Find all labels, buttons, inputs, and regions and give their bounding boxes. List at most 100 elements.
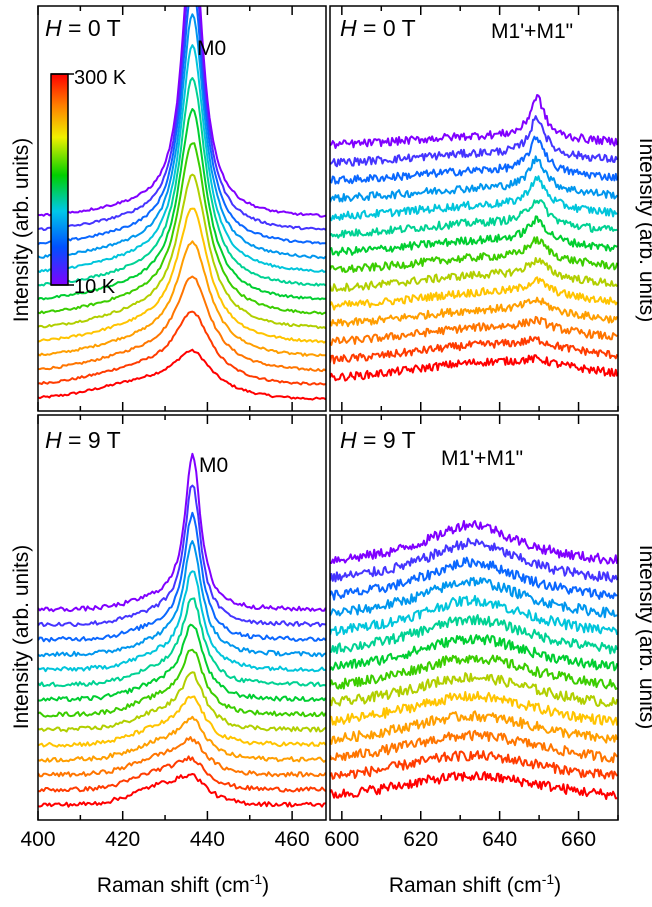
spectrum-line — [330, 335, 618, 365]
spectrum-line — [38, 6, 326, 246]
spectrum-line — [330, 276, 618, 311]
field-italic: H — [340, 427, 357, 453]
axes-frame — [37, 5, 327, 412]
colorbar-gradient — [50, 73, 69, 286]
spectrum-line — [38, 275, 326, 373]
spectrum-line — [330, 614, 618, 655]
xlabel-left-end: ) — [262, 874, 269, 897]
xlabel-left-sup: -1 — [250, 871, 263, 887]
axes-frame — [329, 414, 619, 821]
field-value: = 0 T — [62, 15, 121, 41]
spectrum-line — [330, 537, 618, 583]
spectrum-line — [330, 257, 618, 292]
spectrum-line — [38, 44, 326, 273]
spectrum-line — [38, 142, 326, 316]
series-group — [330, 520, 618, 800]
xlabel-right-end: ) — [554, 874, 561, 897]
spectrum-line — [330, 135, 618, 185]
spectrum-line — [38, 310, 326, 386]
spectrum-line — [330, 576, 618, 619]
temperature-colorbar: 300 K 10 K — [50, 67, 127, 298]
axes-frame — [37, 414, 327, 821]
spectrum-line — [38, 108, 326, 301]
xlabel-right-main: Raman shift (cm — [389, 874, 542, 897]
spectrum-line — [330, 236, 618, 274]
ylabel-top-right: Intensity (arb. units) — [635, 138, 652, 322]
spectrum-line — [38, 511, 326, 643]
spectrum-line — [330, 155, 618, 203]
field-value: = 0 T — [357, 15, 416, 41]
spectrum-line — [38, 77, 326, 287]
colorbar-bottom-label: 10 K — [74, 276, 116, 298]
spectrum-line — [330, 634, 618, 672]
x-tick-label: 600 — [324, 828, 359, 851]
x-tick-label: 640 — [482, 828, 517, 851]
field-italic: H — [340, 15, 357, 41]
spectrum-line — [38, 695, 326, 748]
spectrum-line — [330, 690, 618, 726]
peak-label-top-right: M1'+M1" — [491, 20, 573, 43]
spectrum-line — [38, 207, 326, 344]
spectrum-line — [38, 715, 326, 763]
spectrum-line — [38, 773, 326, 808]
x-tick-label: 460 — [275, 828, 310, 851]
colorbar-top-label: 300 K — [74, 67, 127, 89]
spectrum-line — [38, 6, 326, 218]
spectrum-line — [38, 348, 326, 401]
spectrum-line — [330, 354, 618, 382]
field-label-bottom-left: H = 9 T — [45, 427, 121, 453]
spectrum-line — [38, 648, 326, 718]
spectrum-line — [330, 199, 618, 239]
field-label-top-right: H = 0 T — [340, 15, 416, 41]
spectrum-line — [38, 671, 326, 733]
spectrum-line — [38, 623, 326, 703]
spectrum-line — [38, 6, 326, 231]
spectrum-line — [330, 594, 618, 637]
xlabel-right-sup: -1 — [542, 871, 555, 887]
field-value: = 9 T — [357, 427, 416, 453]
ylabel-top-left: Intensity (arb. units) — [10, 138, 33, 322]
spectrum-line — [330, 175, 618, 222]
panel-bottom-left: 400 420 440 460 — [20, 414, 327, 851]
xlabel-left-main: Raman shift (cm — [97, 874, 250, 897]
field-italic: H — [45, 15, 62, 41]
x-tick-label: 420 — [105, 828, 140, 851]
spectrum-line — [330, 215, 618, 257]
peak-label-top-left: M0 — [197, 37, 226, 60]
spectrum-line — [330, 94, 618, 149]
spectrum-line — [330, 710, 618, 745]
ylabel-bottom-left: Intensity (arb. units) — [10, 545, 33, 729]
spectrum-line — [330, 729, 618, 764]
x-tick-label: 400 — [20, 828, 55, 851]
spectrum-line — [330, 556, 618, 601]
panel-top-right — [329, 5, 619, 412]
spectrum-line — [38, 13, 326, 260]
xlabel-right: Raman shift (cm-1) — [389, 871, 561, 897]
field-label-top-left: H = 0 T — [45, 15, 121, 41]
x-tick-label: 440 — [190, 828, 225, 851]
spectrum-line — [38, 597, 326, 688]
spectrum-line — [38, 173, 326, 330]
panel-top-left — [37, 5, 327, 412]
field-label-bottom-right: H = 9 T — [340, 427, 416, 453]
xlabel-left: Raman shift (cm-1) — [97, 871, 269, 897]
spectrum-line — [330, 654, 618, 690]
spectrum-line — [38, 736, 326, 778]
spectrum-line — [330, 771, 618, 800]
spectrum-line — [330, 672, 618, 708]
series-group — [38, 6, 326, 401]
spectrum-line — [38, 755, 326, 793]
field-italic: H — [45, 427, 62, 453]
field-value: = 9 T — [62, 427, 121, 453]
axes-frame — [329, 5, 619, 412]
panel-bottom-right: 600 620 640 660 — [324, 414, 619, 851]
spectrum-line — [38, 570, 326, 673]
spectrum-line — [330, 115, 618, 168]
spectrum-line — [330, 315, 618, 346]
spectrum-line — [330, 296, 618, 328]
peak-label-bottom-right: M1'+M1" — [441, 447, 523, 470]
series-group — [38, 452, 326, 808]
spectrum-line — [330, 520, 618, 565]
x-tick-label: 620 — [403, 828, 438, 851]
